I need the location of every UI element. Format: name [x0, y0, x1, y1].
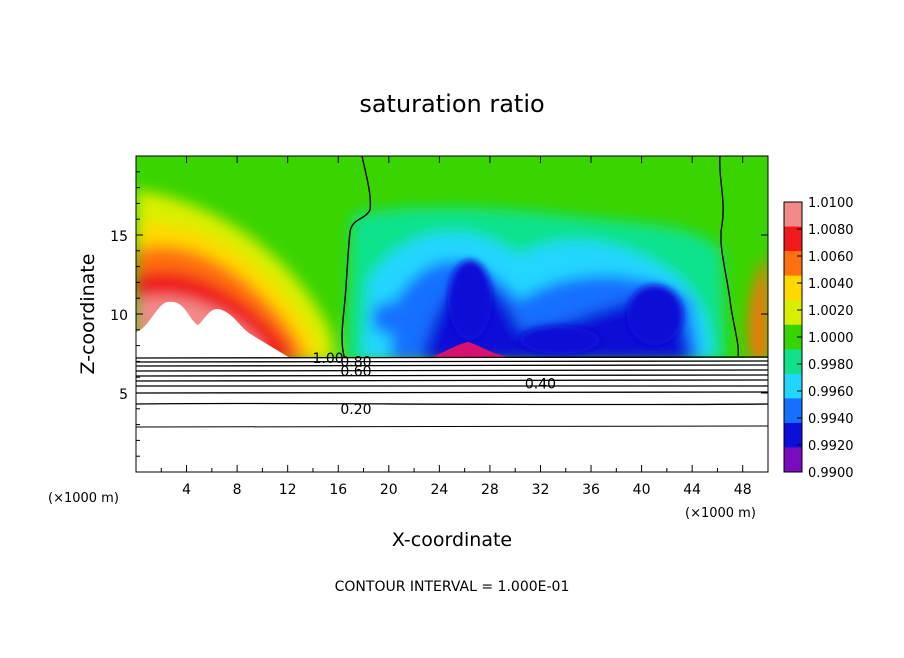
contour-1.00-upper — [341, 155, 740, 357]
colorbar-swatch — [784, 202, 802, 228]
colorbar-label: 0.9980 — [808, 358, 854, 373]
colorbar-swatch — [784, 251, 802, 277]
colorbar-label: 1.0100 — [808, 196, 854, 211]
y-tick-label: 15 — [110, 229, 128, 245]
colorbar-swatch — [784, 349, 802, 375]
x-tick-label: 44 — [683, 482, 701, 498]
y-tick-label: 10 — [110, 308, 128, 324]
x-axis: 4 8 12 16 20 24 28 32 36 40 44 48 — [160, 156, 752, 498]
colorbar-swatch — [784, 226, 802, 252]
contour-label: 0.20 — [340, 402, 371, 418]
contour-interval-note: CONTOUR INTERVAL = 1.000E-01 — [335, 579, 570, 595]
x-tick-label: 40 — [633, 482, 651, 498]
x-tick-label: 16 — [329, 482, 347, 498]
y-axis: 5 10 15 — [110, 171, 768, 457]
colorbar-label: 1.0060 — [808, 250, 854, 265]
colorbar-swatch — [784, 447, 802, 473]
contour-label: 0.40 — [525, 377, 556, 393]
contour-label: 0.60 — [340, 364, 371, 380]
x-axis-label: X-coordinate — [392, 529, 512, 551]
contour-lines — [135, 356, 769, 428]
colorbar-swatch — [784, 373, 802, 399]
x-tick-label: 48 — [734, 482, 752, 498]
x-unit-label-right: (×1000 m) — [685, 506, 756, 521]
colorbar-swatch — [784, 324, 802, 350]
colorbar: 1.0100 1.0080 1.0060 1.0040 1.0020 1.0000 0.99… — [783, 196, 854, 481]
x-tick-label: 8 — [233, 482, 242, 498]
colorbar-label: 1.0080 — [808, 223, 854, 238]
x-tick-label: 12 — [279, 482, 297, 498]
colorbar-label: 0.9920 — [808, 439, 854, 454]
y-axis-label: Z-coordinate — [77, 254, 99, 375]
saturation-field — [136, 156, 768, 472]
chart-title: saturation ratio — [359, 90, 544, 118]
colorbar-label: 0.9940 — [808, 412, 854, 427]
colorbar-swatch — [784, 300, 802, 326]
colorbar-swatch — [784, 398, 802, 424]
x-tick-label: 36 — [582, 482, 600, 498]
colorbar-swatch — [784, 275, 802, 301]
contour-label: 1.00 — [313, 351, 344, 367]
x-tick-label: 32 — [532, 482, 550, 498]
x-tick-label: 24 — [430, 482, 448, 498]
y-tick-label: 5 — [119, 387, 128, 403]
colorbar-label: 1.0020 — [808, 304, 854, 319]
colorbar-label: 1.0040 — [808, 277, 854, 292]
colorbar-label: 0.9900 — [808, 466, 854, 481]
contour-label: 0.80 — [340, 354, 371, 370]
x-unit-label-left: (×1000 m) — [48, 491, 119, 506]
x-tick-label: 28 — [481, 482, 499, 498]
x-tick-label: 20 — [380, 482, 398, 498]
colorbar-swatch — [784, 422, 802, 448]
colorbar-label: 1.0000 — [808, 331, 854, 346]
x-tick-label: 4 — [182, 482, 191, 498]
colorbar-label: 0.9960 — [808, 385, 854, 400]
